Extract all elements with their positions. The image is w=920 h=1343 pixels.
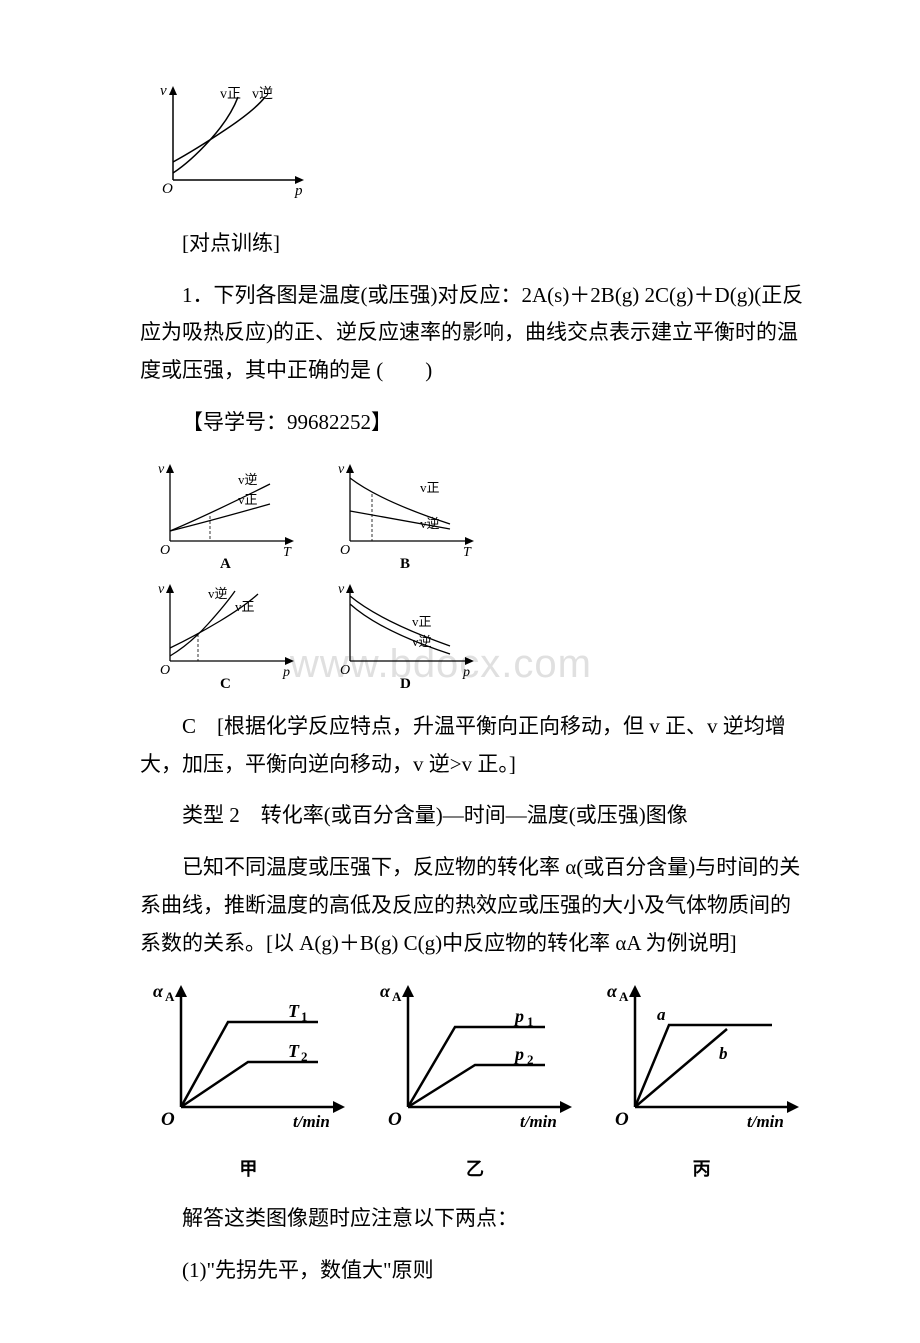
svg-text:v正: v正 — [235, 599, 255, 614]
svg-text:a: a — [657, 1005, 666, 1024]
type2-title: 类型 2 转化率(或百分含量)—时间—温度(或压强)图像 — [140, 797, 810, 835]
svg-text:D: D — [400, 676, 411, 692]
svg-text:A: A — [392, 989, 402, 1004]
svg-text:p: p — [282, 665, 290, 680]
tip-intro: 解答这类图像题时应注意以下两点： — [140, 1200, 810, 1238]
svg-text:p: p — [513, 1044, 524, 1064]
svg-text:v: v — [338, 462, 345, 477]
graph-yi-svg: α A t/min O p 1 p 2 — [370, 977, 580, 1137]
svg-text:v正: v正 — [238, 492, 258, 507]
svg-text:2: 2 — [527, 1052, 534, 1067]
top-v-p-graph: v p O v正 v逆 — [140, 80, 810, 213]
svg-text:1: 1 — [527, 1014, 534, 1029]
graph-d-svg: v p O v正 v逆 D — [320, 576, 490, 696]
svg-text:A: A — [165, 989, 175, 1004]
x-axis-label: p — [294, 183, 303, 199]
tip-1: (1)"先拐先平，数值大"原则 — [140, 1252, 810, 1290]
svg-text:T: T — [288, 1041, 300, 1061]
label-yi: 乙 — [367, 1153, 584, 1185]
svg-text:C: C — [220, 676, 231, 692]
svg-text:p: p — [462, 665, 470, 680]
question-1: 1．下列各图是温度(或压强)对反应：2A(s)＋2B(g) 2C(g)＋D(g)… — [140, 277, 810, 390]
graph-a-svg: v T O v逆 v正 A — [140, 456, 310, 576]
svg-text:α: α — [380, 981, 391, 1001]
svg-text:B: B — [400, 556, 410, 572]
svg-text:A: A — [220, 556, 231, 572]
label-bing: 丙 — [593, 1153, 810, 1185]
svg-text:v逆: v逆 — [420, 516, 440, 531]
svg-text:v逆: v逆 — [412, 634, 432, 649]
svg-text:α: α — [153, 981, 164, 1001]
svg-text:O: O — [340, 663, 350, 678]
svg-text:O: O — [615, 1109, 629, 1130]
svg-text:t/min: t/min — [747, 1112, 784, 1131]
graph-jia-svg: α A t/min O T 1 T 2 — [143, 977, 353, 1137]
three-alpha-graphs: α A t/min O T 1 T 2 甲 α A t/min O p — [140, 977, 810, 1186]
svg-text:T: T — [463, 545, 472, 560]
four-option-graphs: v T O v逆 v正 A v T O v正 v逆 B — [140, 456, 500, 696]
study-number: 【导学号：99682252】 — [140, 404, 810, 442]
svg-text:v逆: v逆 — [208, 586, 228, 601]
y-axis-label: v — [160, 83, 167, 99]
graph-option-d: v p O v正 v逆 D — [320, 576, 500, 696]
curve-label-fwd: v正 — [220, 87, 241, 102]
svg-text:O: O — [160, 543, 170, 558]
section-title: [对点训练] — [140, 225, 810, 263]
svg-text:T: T — [283, 545, 292, 560]
graph-jia: α A t/min O T 1 T 2 甲 — [140, 977, 357, 1186]
graph-option-a: v T O v逆 v正 A — [140, 456, 320, 576]
svg-text:t/min: t/min — [293, 1112, 330, 1131]
svg-text:1: 1 — [301, 1009, 308, 1024]
svg-text:b: b — [719, 1044, 728, 1063]
svg-text:O: O — [340, 543, 350, 558]
svg-text:v正: v正 — [412, 614, 432, 629]
svg-text:p: p — [513, 1006, 524, 1026]
graph-yi: α A t/min O p 1 p 2 乙 — [367, 977, 584, 1186]
svg-text:t/min: t/min — [520, 1112, 557, 1131]
graph-bing-svg: α A t/min O a b — [597, 977, 807, 1137]
answer-c: C [根据化学反应特点，升温平衡向正向移动，但 v 正、v 逆均增大，加压，平衡… — [140, 708, 810, 784]
svg-text:A: A — [619, 989, 629, 1004]
svg-text:T: T — [288, 1001, 300, 1021]
label-jia: 甲 — [140, 1153, 357, 1185]
graph-bing: α A t/min O a b 丙 — [593, 977, 810, 1186]
graph-option-b: v T O v正 v逆 B — [320, 456, 500, 576]
vp-graph-svg: v p O v正 v逆 — [140, 80, 310, 200]
svg-text:v: v — [338, 582, 345, 597]
svg-text:α: α — [607, 981, 618, 1001]
svg-text:O: O — [388, 1109, 402, 1130]
type2-body: 已知不同温度或压强下，反应物的转化率 α(或百分含量)与时间的关系曲线，推断温度… — [140, 849, 810, 962]
svg-text:O: O — [161, 1109, 175, 1130]
graph-option-c: v p O v逆 v正 C — [140, 576, 320, 696]
svg-text:O: O — [160, 663, 170, 678]
graph-b-svg: v T O v正 v逆 B — [320, 456, 490, 576]
svg-text:v逆: v逆 — [238, 472, 258, 487]
svg-text:v: v — [158, 462, 165, 477]
svg-text:v: v — [158, 582, 165, 597]
svg-text:v正: v正 — [420, 480, 440, 495]
origin-label: O — [162, 181, 173, 197]
svg-text:2: 2 — [301, 1049, 308, 1064]
graph-c-svg: v p O v逆 v正 C — [140, 576, 310, 696]
curve-label-rev: v逆 — [252, 86, 273, 102]
